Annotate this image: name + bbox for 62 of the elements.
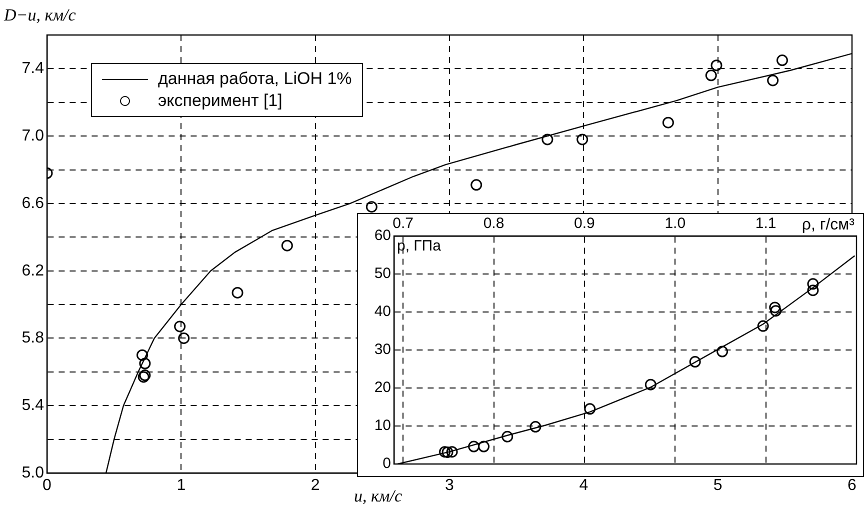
point: [576, 134, 588, 146]
point: [807, 278, 819, 290]
point: [767, 74, 779, 86]
point: [716, 346, 728, 358]
x-tick-label: 0.7: [392, 215, 414, 232]
point: [584, 403, 596, 415]
x-tick-label: 0.8: [483, 215, 504, 232]
y-tick-label: 50: [374, 265, 391, 282]
legend-label: эксперимент [1]: [158, 90, 282, 112]
y-tick-label: 30: [374, 341, 391, 358]
y-tick-label: 7.0: [22, 127, 44, 144]
x-tick-label: 4: [579, 477, 588, 494]
x-tick-label: 6: [848, 477, 857, 494]
point: [468, 440, 480, 452]
y-tick-label: 20: [374, 379, 391, 396]
point: [439, 446, 451, 458]
point: [769, 302, 781, 314]
point: [502, 430, 514, 442]
point: [442, 446, 454, 458]
x-tick-label: 0.9: [574, 215, 595, 232]
point: [705, 70, 717, 82]
point: [136, 349, 148, 361]
y-tick-label: 6.6: [22, 194, 44, 212]
point: [446, 446, 458, 458]
y-axis-title: D−u, км/с: [3, 5, 76, 24]
point: [178, 332, 190, 344]
y-tick-label: 10: [374, 417, 391, 434]
point: [662, 116, 674, 128]
x-axis-title: ρ, г/см³: [802, 216, 856, 234]
y-tick-label: 60: [374, 227, 391, 244]
y-tick-label: 5.4: [22, 397, 44, 414]
x-tick-label: 1: [176, 477, 186, 494]
point: [174, 320, 186, 332]
point: [542, 134, 554, 146]
legend-label: данная работа, LiOH 1%: [158, 68, 352, 90]
x-tick-label: 1.1: [755, 215, 776, 232]
point: [530, 421, 542, 433]
point: [710, 60, 722, 72]
point: [139, 358, 151, 370]
x-tick-label: 3: [445, 477, 454, 494]
y-axis-title: p, ГПа: [397, 238, 442, 255]
y-tick-label: 5.0: [22, 464, 44, 482]
point: [281, 240, 293, 252]
x-tick-label: 2: [310, 477, 320, 494]
point: [807, 284, 819, 296]
point: [776, 54, 788, 66]
point: [644, 378, 656, 390]
x-tick-label: 5: [713, 477, 722, 494]
point: [770, 305, 782, 317]
x-axis-title: u, км/с: [354, 486, 402, 506]
point: [757, 320, 769, 332]
y-tick-label: 7.4: [22, 60, 44, 78]
y-tick-label: 40: [374, 303, 391, 320]
y-tick-label: 0: [382, 455, 391, 472]
point: [689, 356, 701, 368]
y-tick-label: 5.8: [22, 330, 44, 347]
point: [232, 286, 244, 298]
point: [478, 440, 490, 452]
y-tick-label: 6.2: [22, 262, 44, 280]
point: [366, 201, 378, 213]
x-tick-label: 1.0: [664, 215, 686, 232]
point: [470, 179, 482, 191]
